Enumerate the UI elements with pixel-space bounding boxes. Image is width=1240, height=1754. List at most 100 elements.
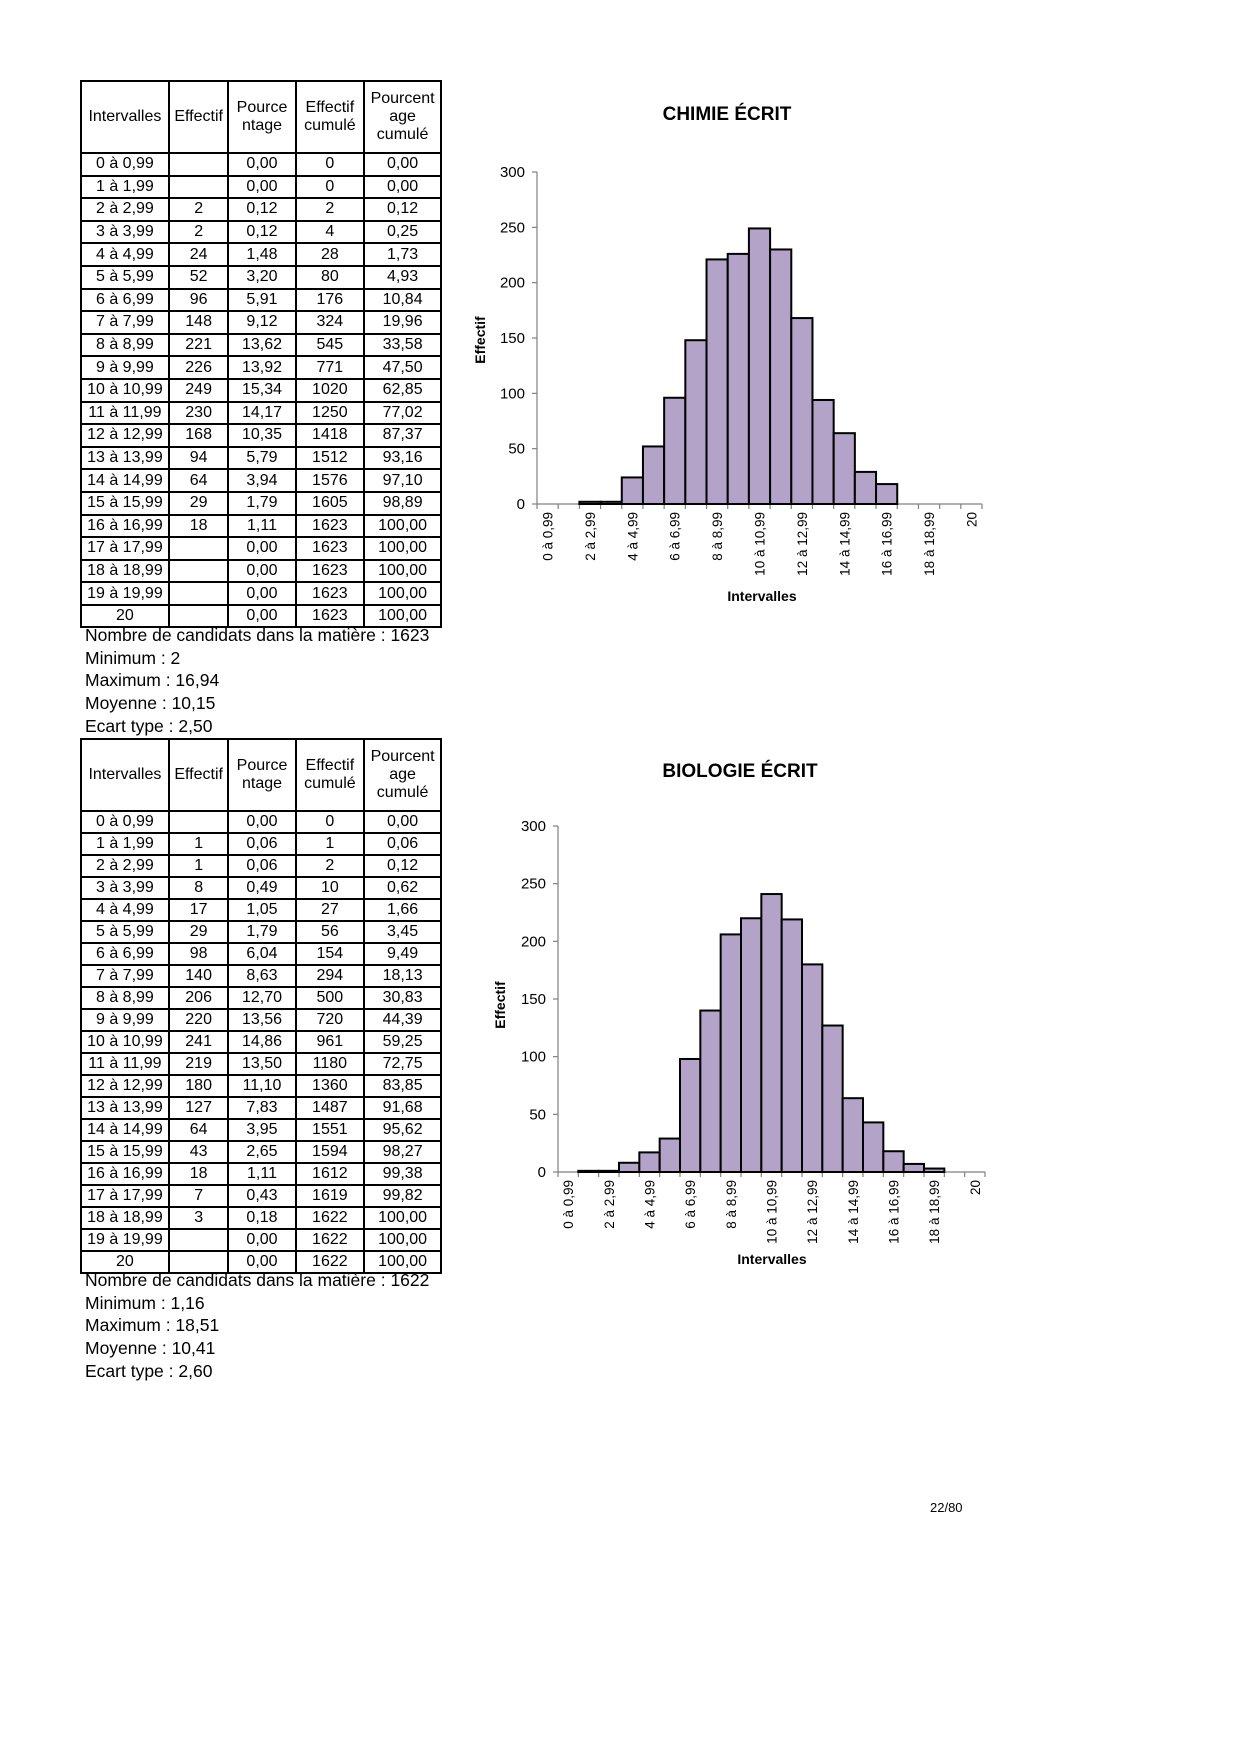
cell-effectif [167, 1250, 230, 1274]
cell-pourcentage: 3,20 [227, 264, 297, 290]
cell-effectif-cumule: 294 [294, 964, 366, 988]
cell-effectif [167, 174, 230, 200]
cell-interval: 5 à 5,99 [80, 920, 170, 944]
table-row: 19 à 19,99 0,00 1623 100,00 [80, 581, 442, 606]
cell-effectif: 1 [167, 854, 230, 878]
y-axis-label: Effectif [492, 981, 508, 1029]
stat-line: Ecart type : 2,60 [85, 1360, 213, 1381]
table-row: 15 à 15,99 43 2,65 1594 98,27 [80, 1140, 442, 1164]
y-tick-label: 250 [500, 219, 525, 236]
chimie-stats: Nombre de candidats dans la matière : 16… [85, 624, 429, 738]
x-tick-label: 2 à 2,99 [602, 1180, 617, 1229]
cell-interval: 19 à 19,99 [80, 581, 170, 606]
cell-effectif: 168 [167, 423, 230, 448]
stat-line: Minimum : 1,16 [85, 1292, 205, 1313]
cell-pourcentage-cumule: 1,66 [363, 898, 442, 922]
x-axis-label: Intervalles [727, 588, 796, 604]
cell-interval: 20 [80, 603, 170, 629]
cell-interval: 9 à 9,99 [80, 1008, 170, 1032]
cell-pourcentage: 12,70 [227, 986, 297, 1010]
cell-pourcentage: 8,63 [227, 964, 297, 988]
x-tick-label: 4 à 4,99 [625, 512, 640, 561]
cell-effectif: 241 [167, 1030, 230, 1054]
y-tick-label: 50 [529, 1106, 546, 1123]
cell-pourcentage-cumule: 9,49 [363, 942, 442, 966]
cell-pourcentage-cumule: 95,62 [363, 1118, 442, 1142]
cell-pourcentage: 0,00 [227, 581, 297, 606]
cell-pourcentage: 0,06 [227, 854, 297, 878]
cell-interval: 3 à 3,99 [80, 876, 170, 900]
column-header-pourcentage-cumule: Pourcent age cumulé [363, 738, 442, 812]
table-row: 3 à 3,99 2 0,12 4 0,25 [80, 219, 442, 245]
y-tick-label: 150 [521, 991, 546, 1008]
cell-interval: 20 [80, 1250, 170, 1274]
cell-pourcentage-cumule: 0,25 [363, 219, 442, 245]
bar-4-4-99 [638, 1151, 661, 1173]
table-row: 8 à 8,99 206 12,70 500 30,83 [80, 986, 442, 1010]
cell-effectif-cumule: 1180 [294, 1052, 366, 1076]
bar-16-16-99 [875, 483, 899, 505]
table-row: 0 à 0,99 0,00 0 0,00 [80, 810, 442, 834]
cell-pourcentage-cumule: 72,75 [363, 1052, 442, 1076]
cell-interval: 18 à 18,99 [80, 1206, 170, 1230]
stat-line: Nombre de candidats dans la matière : 16… [85, 1270, 430, 1290]
cell-interval: 8 à 8,99 [80, 986, 170, 1010]
cell-pourcentage: 10,35 [227, 423, 297, 448]
cell-effectif-cumule: 1623 [294, 581, 366, 606]
cell-pourcentage-cumule: 0,00 [363, 174, 442, 200]
cell-effectif: 43 [167, 1140, 230, 1164]
cell-effectif: 18 [167, 1162, 230, 1186]
cell-interval: 14 à 14,99 [80, 1118, 170, 1142]
cell-pourcentage: 0,00 [227, 603, 297, 629]
y-axis-label: Effectif [472, 316, 488, 364]
stat-line: Maximum : 18,51 [85, 1315, 220, 1336]
cell-effectif-cumule: 1623 [294, 513, 366, 539]
table-row: 19 à 19,99 0,00 1622 100,00 [80, 1228, 442, 1252]
cell-interval: 8 à 8,99 [80, 332, 170, 358]
bar-3-3-99 [618, 1161, 641, 1173]
cell-pourcentage-cumule: 93,16 [363, 445, 442, 471]
cell-pourcentage: 2,65 [227, 1140, 297, 1164]
stat-line: Moyenne : 10,41 [85, 1338, 216, 1359]
table-row: 5 à 5,99 29 1,79 56 3,45 [80, 920, 442, 944]
x-tick-label: 6 à 6,99 [668, 512, 683, 561]
cell-pourcentage-cumule: 0,62 [363, 876, 442, 900]
cell-effectif-cumule: 720 [294, 1008, 366, 1032]
x-tick-label: 18 à 18,99 [927, 1180, 942, 1244]
x-tick-label: 8 à 8,99 [710, 512, 725, 561]
x-tick-label: 14 à 14,99 [837, 512, 852, 576]
x-tick-label: 20 [964, 512, 979, 527]
cell-pourcentage-cumule: 100,00 [363, 1250, 442, 1274]
table-row: 20 0,00 1623 100,00 [80, 603, 442, 629]
cell-effectif: 219 [167, 1052, 230, 1076]
column-header-effectif: Effectif [167, 80, 230, 154]
cell-effectif [167, 603, 230, 629]
x-axis-label: Intervalles [737, 1251, 806, 1267]
cell-effectif: 127 [167, 1096, 230, 1120]
cell-interval: 10 à 10,99 [80, 377, 170, 403]
cell-effectif: 29 [167, 490, 230, 516]
cell-interval: 11 à 11,99 [80, 1052, 170, 1076]
cell-pourcentage-cumule: 0,06 [363, 832, 442, 856]
cell-pourcentage-cumule: 4,93 [363, 264, 442, 290]
x-tick-label: 0 à 0,99 [541, 512, 556, 561]
table-row: 18 à 18,99 0,00 1623 100,00 [80, 558, 442, 584]
cell-interval: 3 à 3,99 [80, 219, 170, 245]
column-header-effectif-cumule: Effectif cumulé [294, 80, 366, 154]
x-tick-label: 12 à 12,99 [805, 1180, 820, 1244]
cell-effectif-cumule: 1622 [294, 1250, 366, 1274]
bar-8-8-99 [719, 933, 743, 1173]
table-row: 1 à 1,99 1 0,06 1 0,06 [80, 832, 442, 856]
y-tick-label: 150 [500, 330, 525, 347]
cell-pourcentage: 5,79 [227, 445, 297, 471]
cell-effectif: 180 [167, 1074, 230, 1098]
cell-effectif-cumule: 0 [294, 810, 366, 834]
bar-11-11-99 [780, 918, 804, 1173]
cell-effectif: 3 [167, 1206, 230, 1230]
cell-pourcentage-cumule: 44,39 [363, 1008, 442, 1032]
cell-effectif: 220 [167, 1008, 230, 1032]
stat-line: Minimum : 2 [85, 647, 181, 668]
table-row: 13 à 13,99 94 5,79 1512 93,16 [80, 445, 442, 471]
table-row: 4 à 4,99 24 1,48 28 1,73 [80, 242, 442, 267]
x-tick-label: 16 à 16,99 [880, 512, 895, 576]
